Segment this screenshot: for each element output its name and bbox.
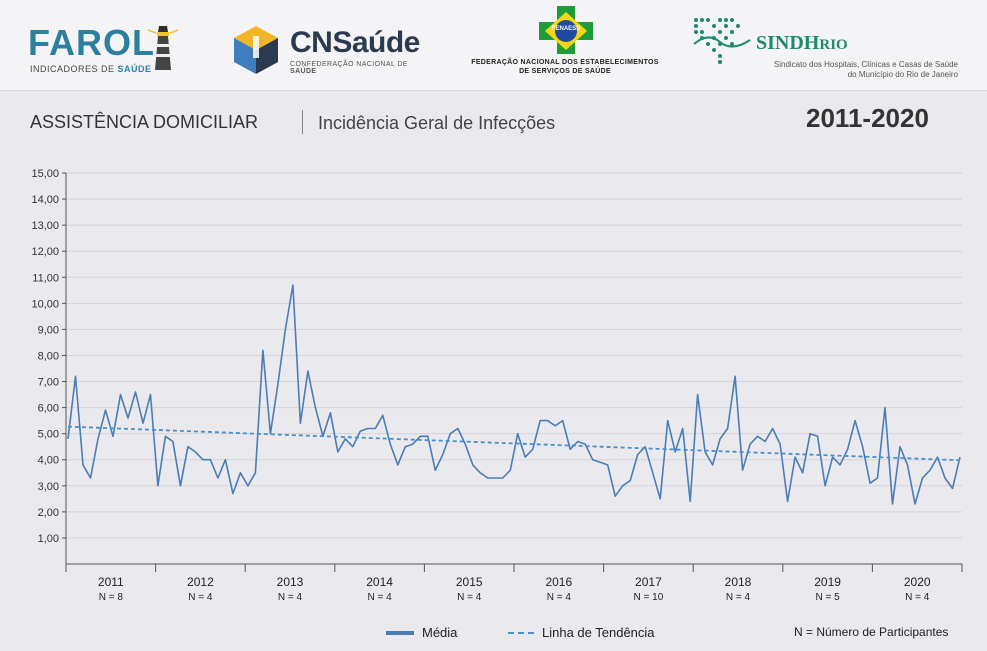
- y-tick-label: 11,00: [32, 272, 59, 284]
- sindhrio-logo-name: SINDHRIO: [756, 32, 848, 54]
- cnsaude-logo-name: CNSaúde: [290, 26, 420, 59]
- year-label: 2012: [187, 575, 214, 589]
- header-bar: FAROL INDICADORES DE SAÚDE CNSaúde CONFE…: [0, 0, 987, 91]
- year-participants-label: N = 4: [905, 592, 930, 603]
- year-participants-label: N = 4: [457, 592, 482, 603]
- year-label: 2013: [277, 575, 304, 589]
- y-tick-label: 13,00: [31, 220, 59, 232]
- sindhrio-logo: SINDHRIO Sindicato dos Hospitais, Clínic…: [690, 14, 960, 84]
- lighthouse-icon: [147, 26, 179, 70]
- section-title: ASSISTÊNCIA DOMICILIAR: [30, 112, 259, 132]
- y-tick-label: 12,00: [31, 246, 59, 258]
- fenaess-badge-text: FENAESS: [551, 26, 581, 32]
- y-tick-label: 15,00: [31, 168, 59, 180]
- legend-media-swatch: [386, 630, 414, 635]
- year-label: 2019: [814, 575, 841, 589]
- y-tick-label: 8,00: [38, 350, 59, 362]
- cnsaude-logo-subtitle: CONFEDERAÇÃO NACIONAL DE SAÚDE: [290, 61, 408, 75]
- y-tick-label: 6,00: [38, 403, 59, 415]
- period-title: 2011-2020: [806, 103, 929, 133]
- year-participants-label: N = 10: [634, 592, 664, 603]
- sindhrio-dots-icon: [693, 18, 751, 64]
- year-label: 2017: [635, 575, 662, 589]
- year-label: 2020: [904, 575, 931, 589]
- year-participants-label: N = 4: [188, 592, 213, 603]
- fenaess-line-1: FEDERAÇÃO NACIONAL DOS ESTABELECIMENTOS: [471, 59, 659, 66]
- year-label: 2014: [366, 575, 393, 589]
- legend-trend-swatch: [508, 631, 534, 634]
- y-tick-label: 1,00: [38, 533, 59, 545]
- year-label: 2018: [725, 575, 752, 589]
- farol-logo-word: FAROL: [28, 22, 155, 63]
- y-tick-label: 5,00: [38, 429, 59, 441]
- y-tick-label: 7,00: [38, 377, 59, 389]
- participants-note: N = Número de Participantes: [794, 625, 949, 639]
- year-participants-label: N = 4: [547, 592, 572, 603]
- legend-trend-label: Linha de Tendência: [542, 625, 655, 640]
- y-tick-label: 3,00: [38, 481, 59, 493]
- media-series-line: [67, 284, 961, 505]
- y-tick-label: 2,00: [38, 507, 59, 519]
- year-participants-label: N = 4: [368, 592, 393, 603]
- farol-logo-subtitle: INDICADORES DE SAÚDE: [30, 64, 152, 74]
- year-participants-label: N = 8: [99, 592, 124, 603]
- fenaess-line-2: DE SERVIÇOS DE SAÚDE: [519, 68, 611, 75]
- legend-media: Média: [386, 625, 457, 640]
- fenaess-logo: FENAESS FEDERAÇÃO NACIONAL DOS ESTABELEC…: [463, 6, 667, 82]
- year-label: 2015: [456, 575, 483, 589]
- y-tick-label: 4,00: [38, 455, 59, 467]
- y-tick-label: 14,00: [31, 194, 59, 206]
- sindhrio-line-1: Sindicato dos Hospitais, Clínicas e Casa…: [773, 60, 958, 69]
- y-tick-label: 10,00: [31, 298, 59, 310]
- cnsaude-cube-icon: [234, 26, 278, 74]
- trend-line: [67, 425, 961, 462]
- fenaess-cross-icon: [539, 6, 593, 54]
- year-participants-label: N = 4: [278, 592, 303, 603]
- sindhrio-line-2: do Município do Rio de Janeiro: [847, 70, 958, 79]
- legend-trend: Linha de Tendência: [508, 625, 655, 640]
- y-tick-label: 9,00: [38, 324, 59, 336]
- year-label: 2016: [545, 575, 572, 589]
- title-divider: [302, 110, 303, 134]
- year-participants-label: N = 5: [816, 592, 841, 603]
- year-label: 2011: [98, 575, 124, 589]
- indicator-title: Incidência Geral de Infecções: [318, 113, 556, 133]
- farol-logo: FAROL INDICADORES DE SAÚDE: [28, 20, 188, 75]
- cnsaude-logo: CNSaúde CONFEDERAÇÃO NACIONAL DE SAÚDE: [232, 22, 432, 78]
- year-participants-label: N = 4: [726, 592, 751, 603]
- legend-media-label: Média: [422, 625, 458, 640]
